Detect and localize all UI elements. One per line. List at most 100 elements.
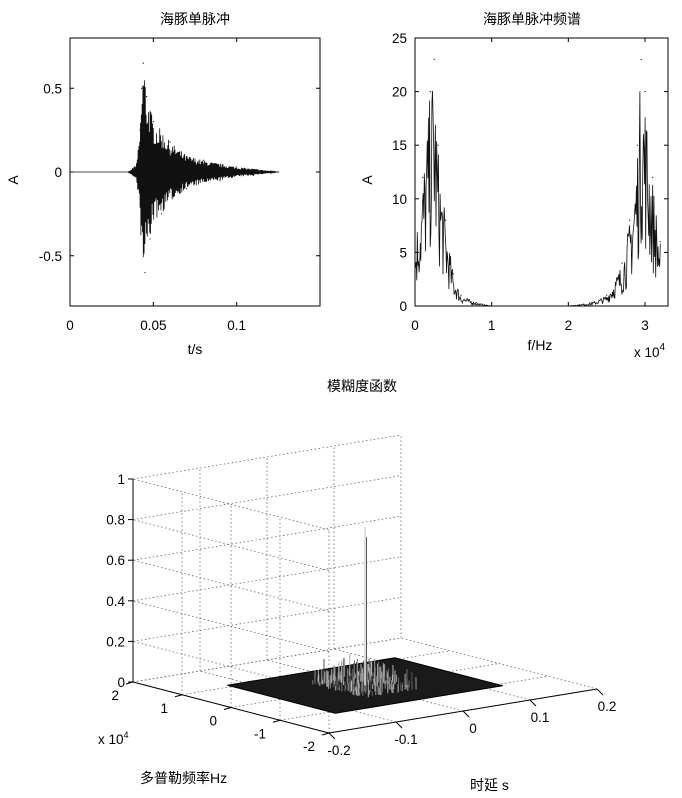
y-tick-label: -2 <box>303 739 315 754</box>
tick-group: -0.2-0.100.10.2-2-101200.20.40.60.81 <box>106 472 616 758</box>
z-tick-label: 0.8 <box>106 513 125 528</box>
x-tick-label: 0 <box>411 318 419 333</box>
y-tick-label: 10 <box>392 192 407 207</box>
data-point <box>629 220 630 221</box>
x-tick-label: 0.1 <box>227 318 246 333</box>
x-multiplier: x 104 <box>634 342 666 360</box>
data-point <box>453 273 454 274</box>
data-point <box>591 302 592 303</box>
y-tick-label: 2 <box>111 688 119 703</box>
data-point <box>568 305 569 306</box>
grid-line <box>133 560 329 611</box>
y-tick-label: 25 <box>392 31 407 46</box>
plot-frame <box>415 38 668 306</box>
z-tick-label: 0.6 <box>106 553 125 568</box>
data-point <box>136 163 137 164</box>
y-axis-label: A <box>359 175 375 185</box>
data-point <box>644 91 645 92</box>
data-point <box>430 91 431 92</box>
x-tick-label: -0.1 <box>394 732 417 747</box>
series-line <box>415 91 660 306</box>
y-multiplier: x 104 <box>98 730 129 747</box>
series-group <box>69 63 279 274</box>
x-tick-label: 0.2 <box>598 699 617 714</box>
y-tick-label: 0 <box>54 165 62 180</box>
data-point <box>652 177 653 178</box>
data-point <box>606 295 607 296</box>
y-tick-label: 5 <box>399 245 407 260</box>
x-tick <box>329 733 335 739</box>
data-point <box>169 141 170 142</box>
x-tick-label: 2 <box>565 318 573 333</box>
x-tick <box>530 700 536 706</box>
data-point <box>69 171 70 172</box>
x-tick-label: -0.2 <box>327 743 350 758</box>
data-point <box>414 241 415 242</box>
surface-group <box>227 527 502 713</box>
data-point <box>637 145 638 146</box>
data-point <box>476 302 477 303</box>
data-point <box>143 63 144 64</box>
z-tick-label: 0.2 <box>106 634 125 649</box>
x-tick-label: 1 <box>488 318 496 333</box>
data-point <box>278 171 279 172</box>
x-tick <box>396 722 402 728</box>
y-tick <box>322 733 329 735</box>
data-point <box>219 180 220 181</box>
data-point <box>161 213 162 214</box>
y-tick-label: 0 <box>399 299 407 314</box>
data-point <box>422 177 423 178</box>
z-tick-label: 0 <box>117 675 125 690</box>
y-tick-label: 0 <box>209 714 217 729</box>
data-point <box>253 175 254 176</box>
data-point <box>491 305 492 306</box>
data-point <box>149 238 150 239</box>
data-point <box>186 188 187 189</box>
grid-line <box>133 435 401 479</box>
x-tick-label: 0 <box>469 721 477 736</box>
data-point <box>529 305 530 306</box>
x-tick-label: 0 <box>66 318 74 333</box>
data-point <box>445 220 446 221</box>
data-point <box>660 241 661 242</box>
series-group <box>414 59 661 307</box>
y-axis-label: A <box>5 175 21 185</box>
x-axis-label: t/s <box>188 341 203 357</box>
data-point <box>621 263 622 264</box>
y-tick-label: -0.5 <box>39 249 62 264</box>
data-point <box>139 130 140 131</box>
x-tick-label: 3 <box>641 318 649 333</box>
x-axis-label: f/Hz <box>528 337 553 353</box>
data-point <box>144 272 145 273</box>
x-axis-label: 时延 s <box>470 777 509 793</box>
x-tick <box>597 689 603 695</box>
y-tick-label: 15 <box>392 138 407 153</box>
chart-pulse: 海豚单脉冲 00.050.1-0.500.5 t/s A <box>5 12 320 357</box>
x-tick-label: 0.05 <box>140 318 166 333</box>
y-tick <box>175 695 182 697</box>
z-tick-label: 1 <box>117 472 125 487</box>
chart-title: 模糊度函数 <box>327 379 397 395</box>
data-point <box>203 160 204 161</box>
y-tick-label: 20 <box>392 85 407 100</box>
data-point <box>153 121 154 122</box>
data-point <box>437 145 438 146</box>
chart-title: 海豚单脉冲频谱 <box>483 12 581 28</box>
grid-line <box>133 476 401 520</box>
grid-line <box>133 601 329 652</box>
chart-title: 海豚单脉冲 <box>160 12 230 28</box>
data-point <box>641 59 642 60</box>
y-tick-label: 1 <box>160 701 168 716</box>
series-line <box>70 80 278 257</box>
data-point <box>141 88 142 89</box>
data-point <box>146 96 147 97</box>
data-point <box>236 166 237 167</box>
data-point <box>128 171 129 172</box>
z-tick-label: 0.4 <box>106 594 125 609</box>
y-axis-label: 多普勒频率Hz <box>140 770 227 786</box>
y-tick <box>273 720 280 722</box>
x-tick-label: 0.1 <box>531 710 550 725</box>
data-point <box>460 295 461 296</box>
data-point <box>434 59 435 60</box>
